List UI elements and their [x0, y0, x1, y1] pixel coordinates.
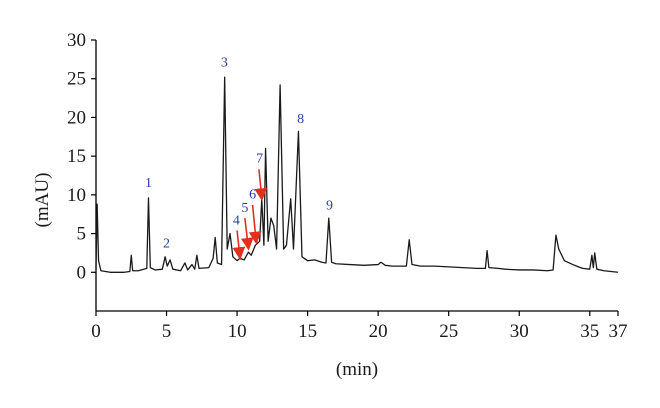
peak-label-7: 7: [256, 151, 263, 166]
peak-label-1: 1: [145, 176, 152, 191]
x-tick-label: 35: [580, 321, 599, 342]
y-axis-title: (mAU): [32, 173, 53, 228]
peak-arrow-6: [248, 204, 262, 245]
y-tick-label: 10: [67, 185, 86, 206]
y-tick-label: 5: [77, 224, 87, 245]
peak-label-2: 2: [163, 237, 170, 252]
peak-label-9: 9: [326, 199, 333, 214]
chromatogram-trace: [95, 76, 619, 273]
x-tick-label: 15: [298, 321, 317, 342]
peak-label-5: 5: [241, 201, 248, 216]
y-tick-label: 25: [67, 69, 86, 90]
y-tick-label: 20: [67, 107, 86, 128]
x-tick-label: 0: [91, 321, 101, 342]
x-tick-label: 30: [510, 321, 529, 342]
x-tick-label: 20: [369, 321, 388, 342]
x-tick-label: 37: [609, 321, 628, 342]
x-axis-title: (min): [336, 359, 378, 380]
peak-arrow-4: [232, 230, 246, 260]
peak-label-3: 3: [221, 55, 228, 70]
x-tick-label: 5: [162, 321, 172, 342]
y-tick-label: 15: [67, 146, 86, 167]
peak-arrow-7: [254, 169, 268, 202]
peak-label-8: 8: [297, 112, 304, 127]
y-tick-label: 0: [77, 262, 87, 283]
x-tick-label: 10: [228, 321, 247, 342]
peak-label-6: 6: [249, 188, 256, 203]
x-tick-label: 25: [439, 321, 458, 342]
y-tick-label: 30: [67, 30, 86, 51]
peak-label-4: 4: [233, 213, 240, 228]
peak-arrow-5: [240, 217, 254, 251]
